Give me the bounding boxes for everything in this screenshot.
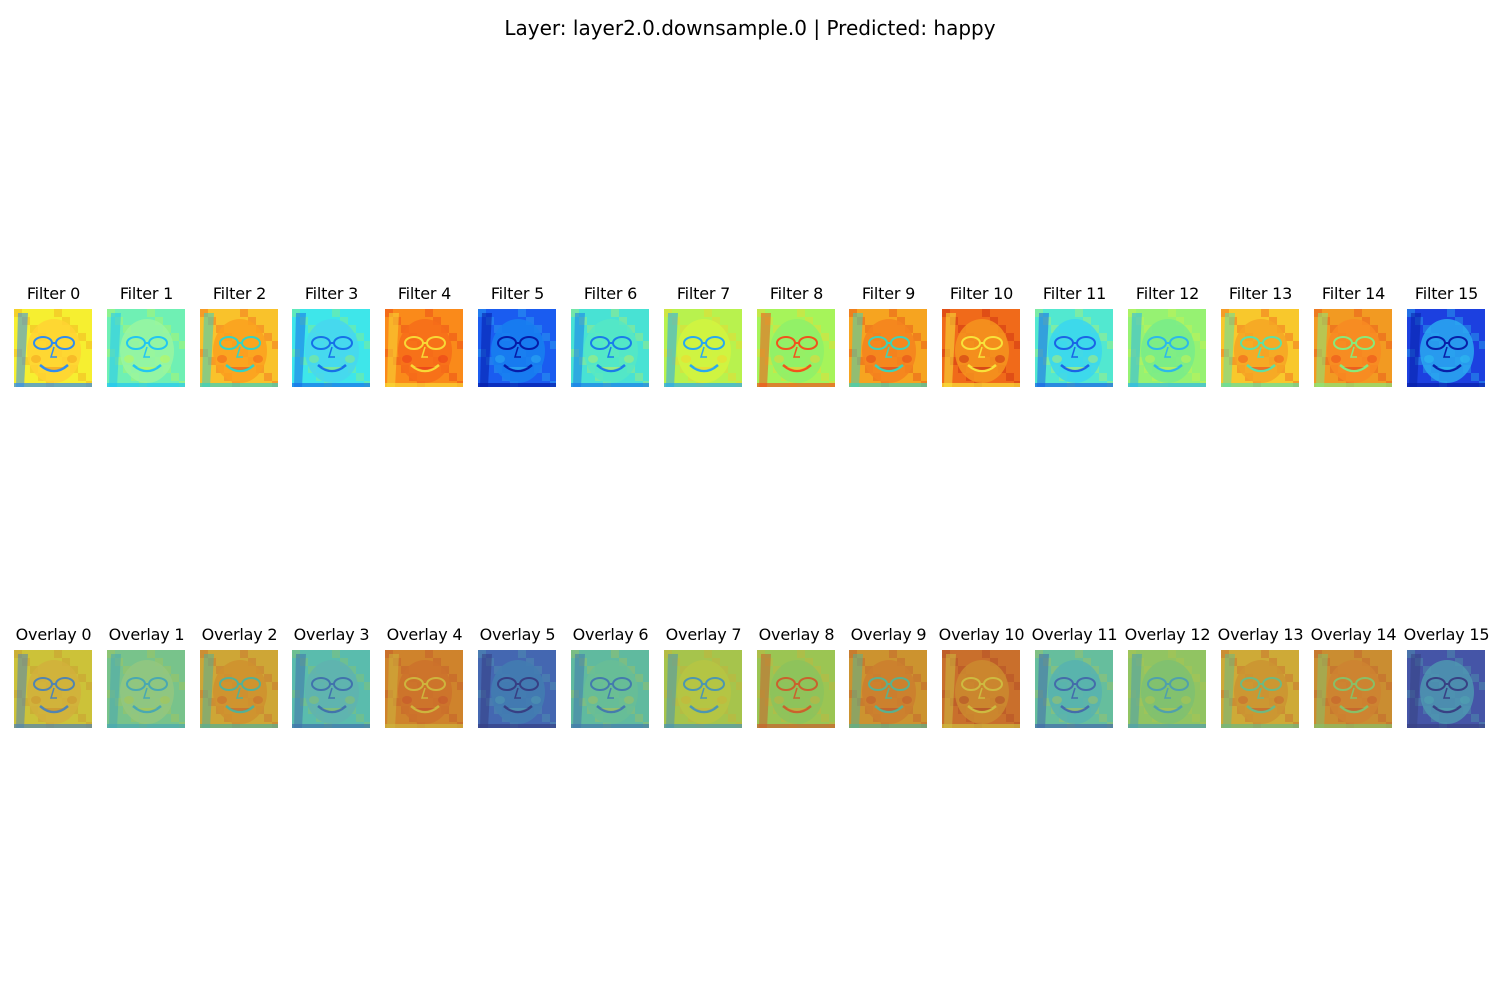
overlay-title: Overlay 8 <box>758 625 835 644</box>
overlay-panel-7: Overlay 7 <box>657 625 750 728</box>
filter-title: Filter 2 <box>212 284 267 303</box>
overlay-panel-1: Overlay 1 <box>100 625 193 728</box>
filter-panel-3: Filter 3 <box>285 284 378 387</box>
overlay-title: Overlay 7 <box>665 625 742 644</box>
overlay-heatmap-image <box>571 650 649 728</box>
filter-title: Filter 15 <box>1414 284 1479 303</box>
filter-panel-1: Filter 1 <box>100 284 193 387</box>
filter-title: Filter 13 <box>1228 284 1293 303</box>
overlay-title: Overlay 13 <box>1217 625 1304 644</box>
filter-panel-13: Filter 13 <box>1214 284 1307 387</box>
filter-heatmap-image <box>1221 309 1299 387</box>
overlay-heatmap-image <box>849 650 927 728</box>
filter-heatmap-image <box>571 309 649 387</box>
filter-heatmap-image <box>1314 309 1392 387</box>
filter-panel-11: Filter 11 <box>1028 284 1121 387</box>
figure-title: Layer: layer2.0.downsample.0 | Predicted… <box>504 16 996 40</box>
filter-heatmap-image <box>292 309 370 387</box>
filter-heatmap-image <box>385 309 463 387</box>
overlay-heatmap-image <box>1407 650 1485 728</box>
overlay-title: Overlay 3 <box>293 625 370 644</box>
filter-heatmap-image <box>1128 309 1206 387</box>
overlay-panel-3: Overlay 3 <box>285 625 378 728</box>
filter-heatmap-image <box>664 309 742 387</box>
overlay-heatmap-image <box>1314 650 1392 728</box>
overlay-panel-4: Overlay 4 <box>378 625 471 728</box>
filter-heatmap-image <box>478 309 556 387</box>
filter-title: Filter 0 <box>26 284 81 303</box>
overlay-heatmap-image <box>1035 650 1113 728</box>
overlay-heatmap-image <box>107 650 185 728</box>
overlay-row: Overlay 0 Overlay 1 Overlay 2 Overlay 3 Over… <box>0 625 1500 745</box>
filter-title: Filter 11 <box>1042 284 1107 303</box>
overlay-panel-6: Overlay 6 <box>564 625 657 728</box>
filter-activation-row: Filter 0 Filter 1 Filter 2 Filter 3 Filter 4… <box>0 284 1500 404</box>
filter-title: Filter 5 <box>490 284 545 303</box>
overlay-title: Overlay 6 <box>572 625 649 644</box>
overlay-title: Overlay 11 <box>1031 625 1118 644</box>
filter-heatmap-image <box>757 309 835 387</box>
filter-title: Filter 3 <box>304 284 359 303</box>
overlay-heatmap-image <box>478 650 556 728</box>
overlay-heatmap-image <box>385 650 463 728</box>
overlay-title: Overlay 14 <box>1310 625 1397 644</box>
filter-panel-5: Filter 5 <box>471 284 564 387</box>
filter-heatmap-image <box>849 309 927 387</box>
overlay-panel-10: Overlay 10 <box>935 625 1028 728</box>
overlay-heatmap-image <box>292 650 370 728</box>
overlay-heatmap-image <box>757 650 835 728</box>
filter-panel-4: Filter 4 <box>378 284 471 387</box>
overlay-title: Overlay 2 <box>201 625 278 644</box>
filter-panel-9: Filter 9 <box>842 284 935 387</box>
overlay-title: Overlay 10 <box>938 625 1025 644</box>
filter-panel-15: Filter 15 <box>1400 284 1493 387</box>
filter-title: Filter 1 <box>119 284 174 303</box>
filter-panel-2: Filter 2 <box>193 284 286 387</box>
overlay-panel-14: Overlay 14 <box>1307 625 1400 728</box>
filter-title: Filter 4 <box>397 284 452 303</box>
filter-title: Filter 9 <box>861 284 916 303</box>
overlay-title: Overlay 5 <box>479 625 556 644</box>
overlay-panel-15: Overlay 15 <box>1400 625 1493 728</box>
filter-title: Filter 7 <box>676 284 731 303</box>
filter-heatmap-image <box>942 309 1020 387</box>
filter-heatmap-image <box>1035 309 1113 387</box>
filter-heatmap-image <box>14 309 92 387</box>
filter-panel-12: Filter 12 <box>1121 284 1214 387</box>
filter-heatmap-image <box>200 309 278 387</box>
filter-title: Filter 12 <box>1135 284 1200 303</box>
filter-heatmap-image <box>1407 309 1485 387</box>
overlay-heatmap-image <box>200 650 278 728</box>
filter-heatmap-image <box>107 309 185 387</box>
overlay-panel-12: Overlay 12 <box>1121 625 1214 728</box>
overlay-heatmap-image <box>664 650 742 728</box>
overlay-panel-0: Overlay 0 <box>7 625 100 728</box>
overlay-title: Overlay 15 <box>1403 625 1490 644</box>
filter-panel-0: Filter 0 <box>7 284 100 387</box>
overlay-heatmap-image <box>1221 650 1299 728</box>
overlay-title: Overlay 0 <box>15 625 92 644</box>
filter-title: Filter 14 <box>1321 284 1386 303</box>
overlay-panel-13: Overlay 13 <box>1214 625 1307 728</box>
overlay-title: Overlay 12 <box>1124 625 1211 644</box>
filter-title: Filter 6 <box>583 284 638 303</box>
filter-title: Filter 10 <box>949 284 1014 303</box>
overlay-title: Overlay 9 <box>850 625 927 644</box>
filter-title: Filter 8 <box>769 284 824 303</box>
overlay-title: Overlay 1 <box>108 625 185 644</box>
overlay-panel-8: Overlay 8 <box>750 625 843 728</box>
overlay-panel-5: Overlay 5 <box>471 625 564 728</box>
overlay-panel-11: Overlay 11 <box>1028 625 1121 728</box>
overlay-heatmap-image <box>1128 650 1206 728</box>
filter-panel-14: Filter 14 <box>1307 284 1400 387</box>
filter-panel-10: Filter 10 <box>935 284 1028 387</box>
filter-panel-6: Filter 6 <box>564 284 657 387</box>
overlay-title: Overlay 4 <box>386 625 463 644</box>
overlay-heatmap-image <box>14 650 92 728</box>
overlay-panel-9: Overlay 9 <box>842 625 935 728</box>
filter-panel-7: Filter 7 <box>657 284 750 387</box>
filter-panel-8: Filter 8 <box>750 284 843 387</box>
overlay-heatmap-image <box>942 650 1020 728</box>
overlay-panel-2: Overlay 2 <box>193 625 286 728</box>
